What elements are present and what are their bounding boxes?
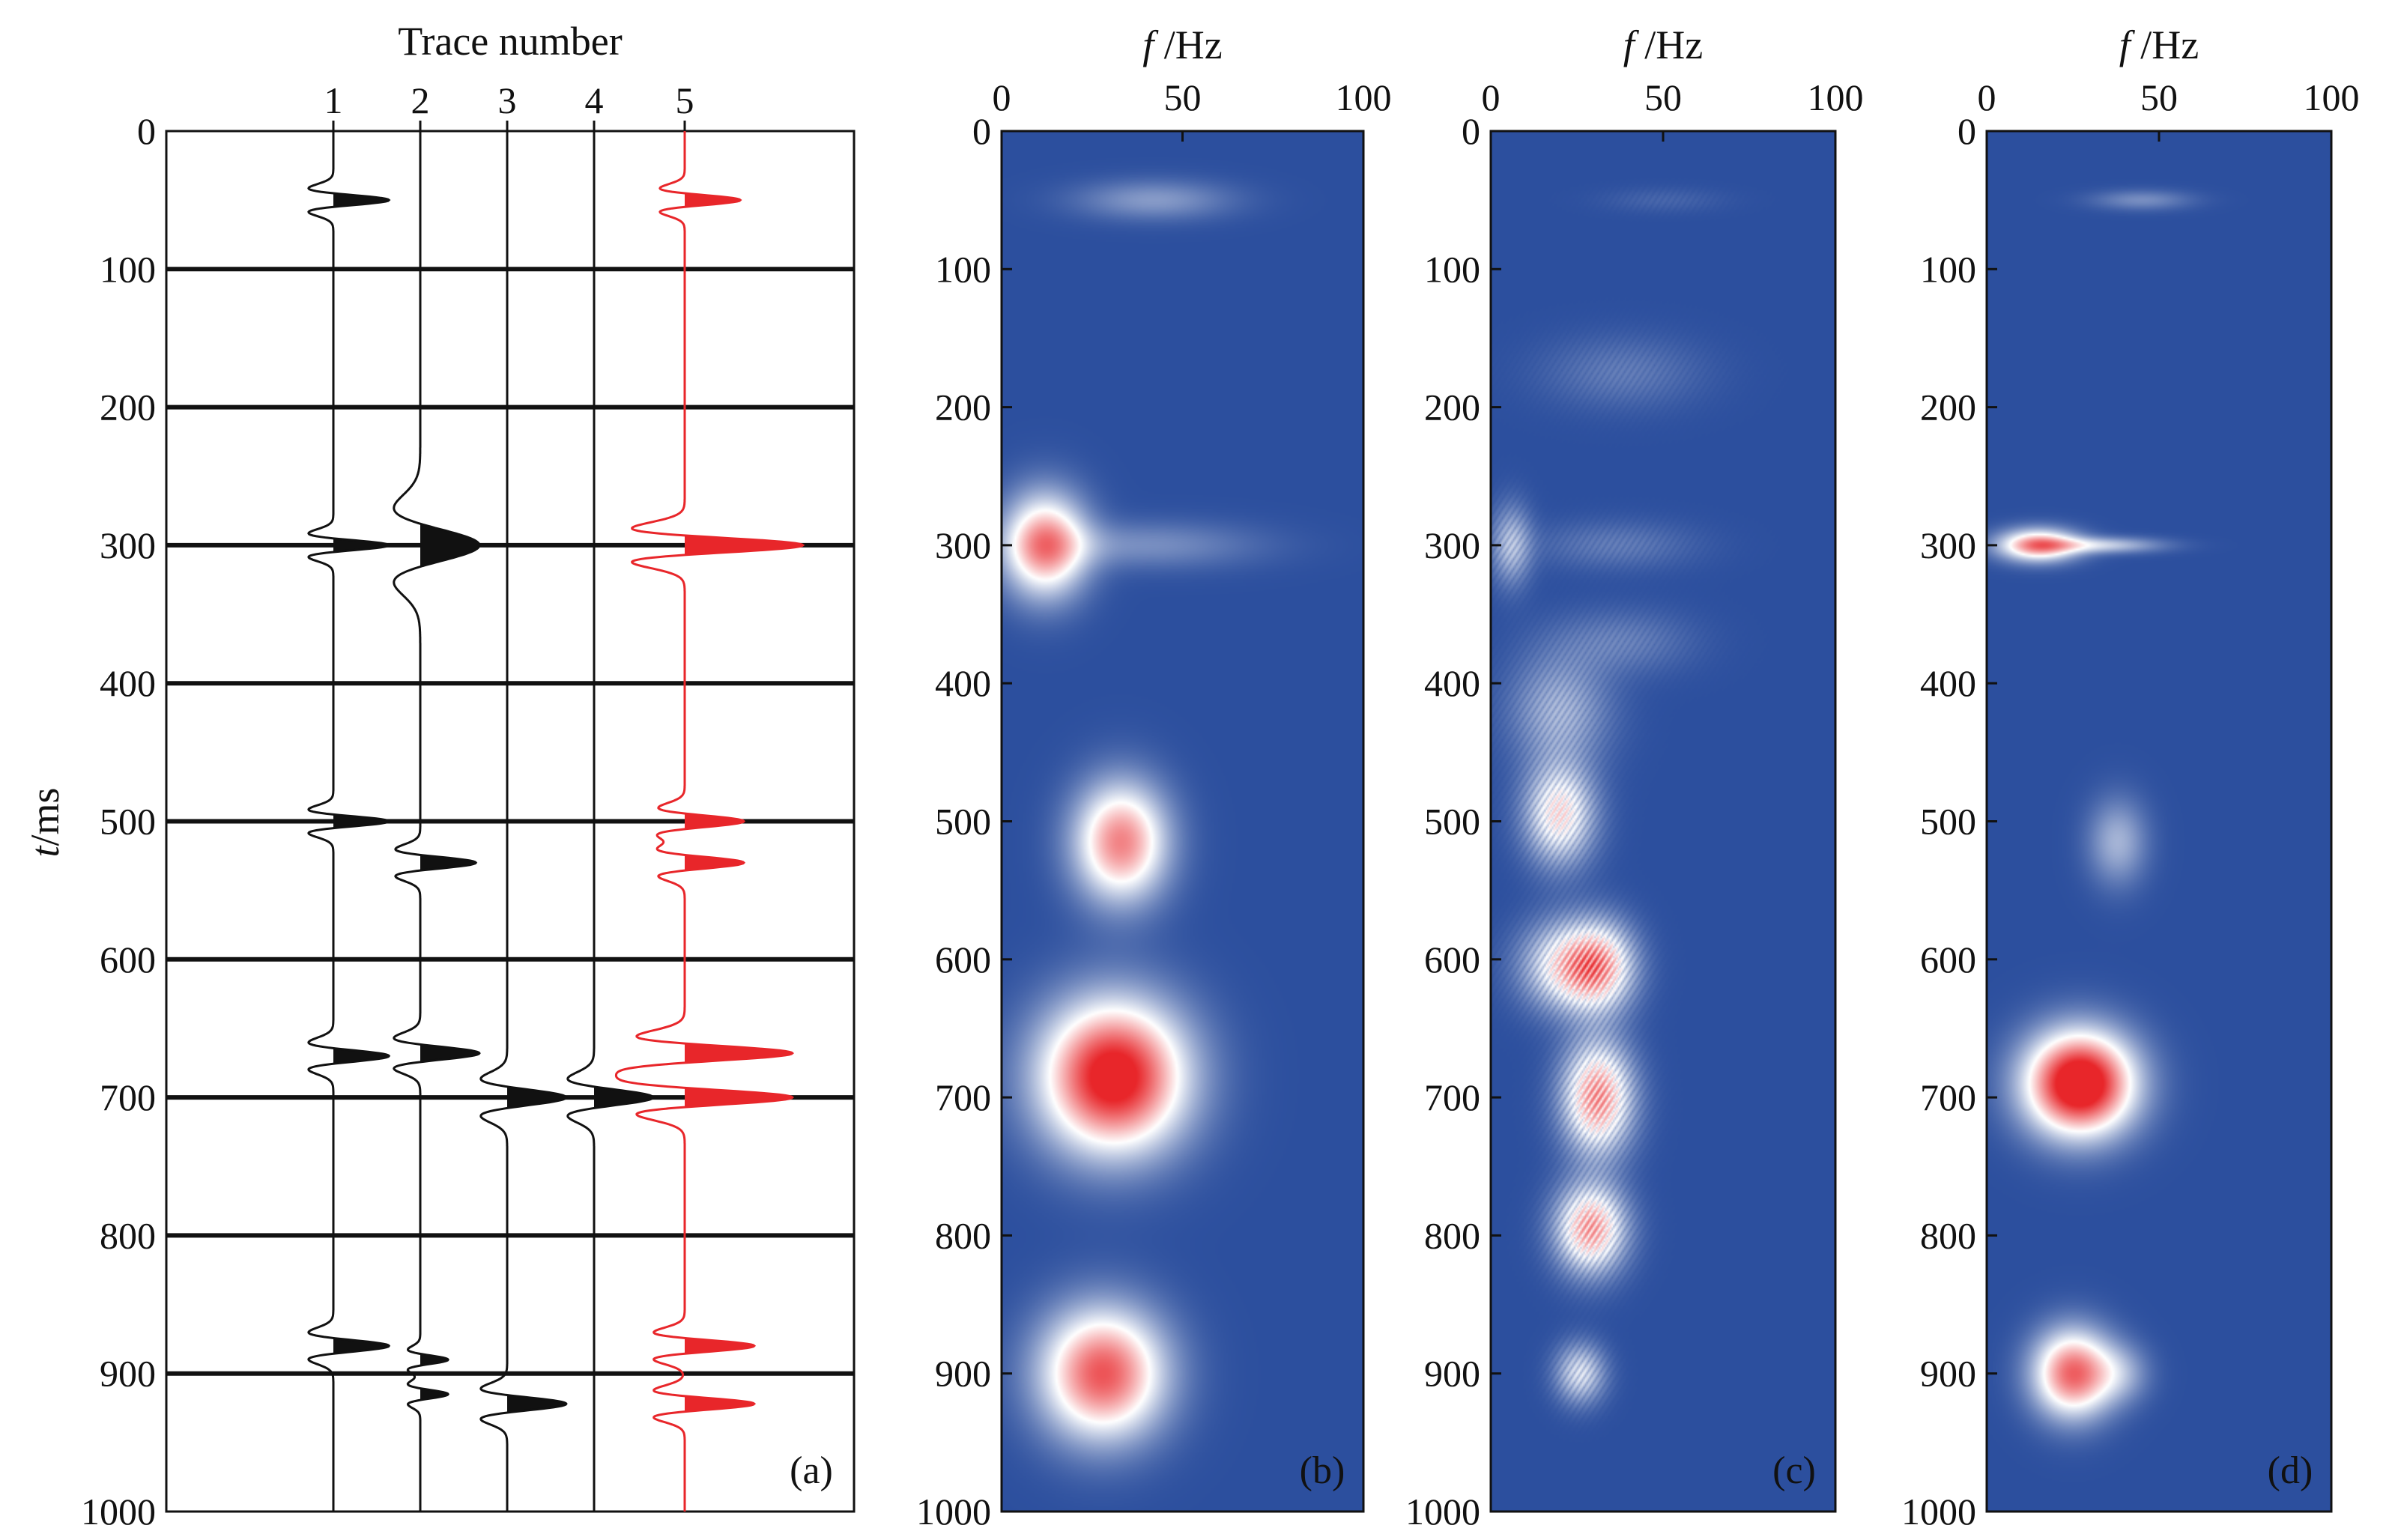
y-tick-label: 0	[1957, 110, 1976, 152]
x-tick-label: 50	[2140, 76, 2178, 118]
y-tick-label: 0	[137, 110, 156, 152]
y-tick-label: 0	[1462, 110, 1480, 152]
y-tick-label: 700	[1424, 1076, 1480, 1118]
y-tick-label: 600	[1920, 939, 1976, 980]
y-tick-label: 0	[972, 110, 991, 152]
x-tick-label: 50	[1164, 76, 1202, 118]
x-tick-label: 5	[676, 79, 694, 121]
y-tick-label: 400	[1424, 662, 1480, 704]
x-tick-label: 4	[585, 79, 604, 121]
trace-5-fill	[685, 193, 803, 1413]
trace-2-line	[393, 131, 481, 1512]
y-axis-title: t/ms	[22, 787, 67, 857]
x-tick-label: 100	[2304, 76, 2360, 118]
y-tick-label: 700	[935, 1076, 991, 1118]
y-tick-label: 600	[935, 939, 991, 980]
y-tick-label: 200	[100, 386, 156, 428]
trace-3-fill	[507, 1087, 566, 1413]
y-tick-label: 1000	[81, 1491, 156, 1533]
x-tick-label: 0	[1978, 76, 1996, 118]
y-tick-label: 200	[935, 386, 991, 428]
y-tick-label: 400	[100, 662, 156, 704]
panel-b-spectrum: 0 100 200 300 400 500 600 700 800 900 1000 0 50 100 f …	[916, 22, 1392, 1533]
y-tick-label: 300	[1920, 524, 1976, 566]
x-tick-label: 1	[324, 79, 343, 121]
x-tick-label: 100	[1808, 76, 1864, 118]
y-tick-label: 300	[935, 524, 991, 566]
y-tick-label: 500	[1920, 801, 1976, 843]
x-tick-label: 3	[498, 79, 517, 121]
y-tick-label: 200	[1424, 386, 1480, 428]
y-tick-label: 900	[100, 1353, 156, 1395]
y-tick-label: 900	[1424, 1353, 1480, 1395]
panel-label-a: (a)	[790, 1449, 833, 1492]
y-tick-label: 700	[100, 1076, 156, 1118]
trace-2-fill	[420, 524, 479, 1401]
x-tick-label: 50	[1644, 76, 1682, 118]
y-tick-label: 800	[1424, 1214, 1480, 1256]
y-tick-label: 100	[935, 248, 991, 290]
y-tick-label: 500	[100, 801, 156, 843]
panel-a-trace-plot: 0 100 200 300 400 500 600 700 800 900 1000 1 2 3 4 5 Tra…	[22, 19, 856, 1533]
y-tick-label: 1000	[1901, 1491, 1976, 1533]
y-tick-label: 100	[100, 248, 156, 290]
panel-d-spectrum: 0 100 200 300 400 500 600 700 800 900 1000 0 50 100 f …	[1901, 22, 2360, 1533]
y-tick-label: 900	[1920, 1353, 1976, 1395]
y-tick-label: 800	[1920, 1214, 1976, 1256]
spectrum-heatmap	[1987, 131, 2331, 1512]
x-tick-label: 0	[1482, 76, 1501, 118]
spectrum-heatmap	[1002, 131, 1363, 1512]
y-tick-label: 300	[1424, 524, 1480, 566]
y-tick-label: 900	[935, 1353, 991, 1395]
y-tick-label: 800	[935, 1214, 991, 1256]
x-axis-title: f /Hz	[1142, 22, 1222, 67]
x-axis-title: Trace number	[398, 19, 622, 64]
x-tick-label: 0	[993, 76, 1011, 118]
trace-3-line	[479, 131, 568, 1512]
panel-label-b: (b)	[1300, 1449, 1345, 1492]
panel-c-spectrum: 0 100 200 300 400 500 600 700 800 900 1000 0 50 100 f …	[1405, 22, 1864, 1533]
x-axis-title: f /Hz	[2119, 22, 2199, 67]
spectrum-heatmap	[1491, 131, 1835, 1512]
y-tick-label: 400	[935, 662, 991, 704]
x-axis-title: f /Hz	[1623, 22, 1703, 67]
y-tick-label: 800	[100, 1214, 156, 1256]
y-tick-label: 400	[1920, 662, 1976, 704]
y-tick-label: 600	[1424, 939, 1480, 980]
y-tick-label: 200	[1920, 386, 1976, 428]
x-tick-label: 2	[411, 79, 430, 121]
y-tick-label: 300	[100, 524, 156, 566]
y-tick-label: 100	[1424, 248, 1480, 290]
trace-1-line	[307, 131, 391, 1512]
panel-label-d: (d)	[2268, 1449, 2313, 1492]
y-tick-label: 1000	[1405, 1491, 1480, 1533]
y-tick-label: 700	[1920, 1076, 1976, 1118]
trace-1-fill	[333, 193, 390, 1354]
y-tick-label: 100	[1920, 248, 1976, 290]
x-tick-label: 100	[1336, 76, 1392, 118]
y-tick-label: 500	[1424, 801, 1480, 843]
trace-4-line	[566, 131, 655, 1512]
trace-5-line	[614, 131, 805, 1512]
y-tick-label: 1000	[916, 1491, 991, 1533]
y-tick-label: 500	[935, 801, 991, 843]
trace-4-fill	[594, 1087, 653, 1109]
y-tick-label: 600	[100, 939, 156, 980]
panel-label-c: (c)	[1772, 1449, 1816, 1492]
